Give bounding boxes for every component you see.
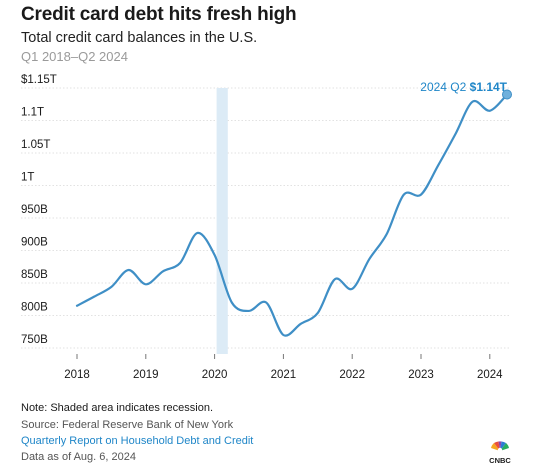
value-annotation: 2024 Q2 $1.14T: [420, 80, 507, 94]
series-line: [75, 93, 509, 337]
x-tick-label: 2021: [271, 369, 297, 381]
data-date: Data as of Aug. 6, 2024: [21, 451, 136, 463]
y-tick-label: 850B: [21, 269, 48, 281]
y-tick-label: 1.1T: [21, 107, 44, 119]
y-tick-label: 950B: [21, 204, 48, 216]
series-line-group: [75, 89, 512, 337]
x-tick-label: 2018: [64, 369, 90, 381]
latest-value-label: 2024 Q2 $1.14T: [420, 80, 507, 94]
chart-period: Q1 2018–Q2 2024: [21, 49, 128, 64]
y-tick-label: 750B: [21, 334, 48, 346]
y-tick-label: 800B: [21, 302, 48, 314]
chart-title: Credit card debt hits fresh high: [21, 4, 297, 25]
y-axis-ticks: 750B 800B 850B 900B 950B 1T 1.05T 1.1T $1.15T: [21, 74, 57, 346]
source-text: Source: Federal Reserve Bank of New York: [21, 419, 234, 431]
x-tick-label: 2023: [408, 369, 434, 381]
report-link[interactable]: Quarterly Report on Household Debt and C…: [21, 435, 254, 447]
recession-note: Note: Shaded area indicates recession.: [21, 402, 214, 414]
x-tick-label: 2020: [202, 369, 228, 381]
x-tick-label: 2024: [477, 369, 503, 381]
y-tick-label: $1.15T: [21, 74, 57, 86]
latest-point-marker: [502, 89, 512, 100]
chart-subtitle: Total credit card balances in the U.S.: [21, 30, 258, 46]
cnbc-logo: CNBC: [489, 441, 511, 464]
x-tick-label: 2019: [133, 369, 159, 381]
y-tick-label: 900B: [21, 237, 48, 249]
latest-value-text: $1.14T: [470, 80, 508, 94]
y-tick-label: 1.05T: [21, 139, 50, 151]
y-tick-label: 1T: [21, 172, 34, 184]
latest-period-text: 2024 Q2: [420, 80, 469, 94]
x-axis-ticks: 2018 2019 2020 2021 2022 2023 2024: [64, 354, 503, 381]
x-tick-label: 2022: [339, 369, 365, 381]
recession-band: [216, 88, 228, 354]
recession-shading: [216, 88, 228, 354]
svg-text:CNBC: CNBC: [489, 456, 511, 464]
gridlines: [21, 87, 510, 349]
line-chart: 750B 800B 850B 900B 950B 1T 1.05T 1.1T $1.15T 20…: [21, 74, 512, 381]
